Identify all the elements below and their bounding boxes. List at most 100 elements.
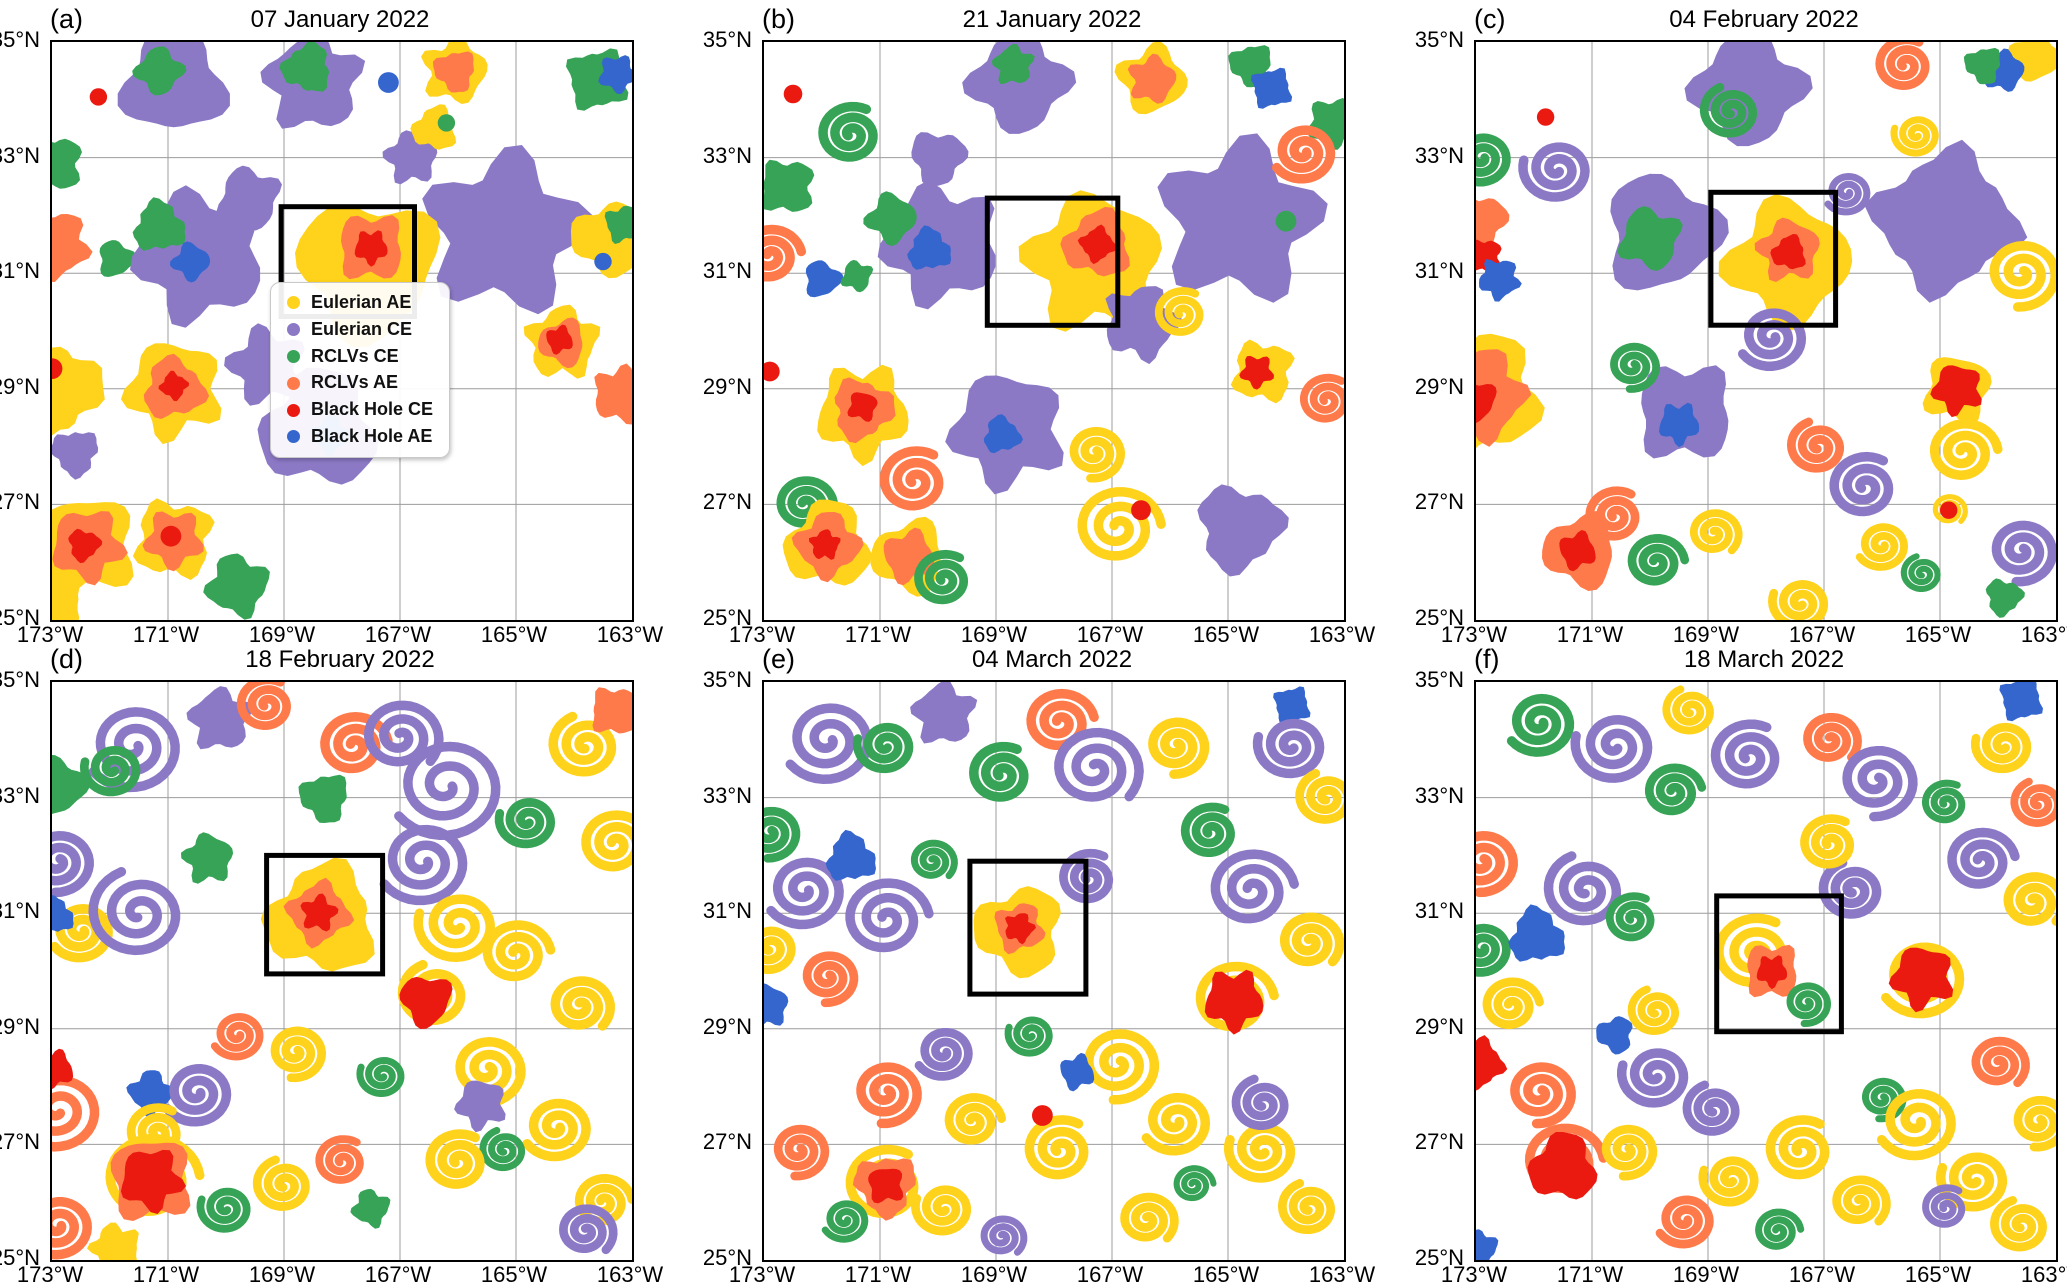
y-tick-label: 27°N [0,1129,40,1155]
panel-c: (c) 04 February 2022 25°N 27°N 29°N 31°N 33°… [1415,4,2067,680]
panel-letter: (e) [762,644,795,674]
legend-item: Eulerian AE [287,292,433,313]
y-tick-label: 25°N [0,605,40,630]
y-tick-label: 31°N [702,258,752,284]
y-tick-label: 29°N [1414,1013,1464,1039]
x-axis: 173°W 171°W 169°W 167°W 165°W 163°W [729,622,1375,648]
x-tick-label: 167°W [364,1262,432,1283]
y-tick-label: 33°N [0,782,40,808]
y-tick-label: 33°N [1414,142,1464,168]
panel-title: 21 January 2022 [962,6,1142,33]
y-tick-label: 27°N [0,489,40,515]
y-axis: 25°N 27°N 29°N 31°N 33°N 35°N [684,667,756,1270]
panel-letter: (b) [762,4,795,34]
y-tick-label: 31°N [1414,258,1464,284]
y-axis: 25°N 27°N 29°N 31°N 33°N 35°N [0,27,44,630]
x-tick-label: 173°W [728,622,796,647]
panel-title: 18 February 2022 [245,646,435,673]
x-tick-label: 165°W [1904,1262,1972,1283]
y-tick-label: 35°N [0,27,40,52]
legend-marker-rclvs-ae [287,376,300,390]
x-axis: 173°W 171°W 169°W 167°W 165°W 163°W [729,1262,1375,1283]
y-tick-label: 27°N [1414,489,1464,515]
x-tick-label: 169°W [248,622,316,647]
y-tick-label: 25°N [1414,1245,1464,1270]
y-tick-label: 31°N [0,258,40,284]
x-tick-label: 169°W [960,1262,1028,1283]
x-tick-label: 167°W [1788,1262,1856,1283]
map-plot [50,680,634,1262]
y-tick-label: 25°N [0,1245,40,1270]
eddy-field [1476,42,2056,620]
y-tick-label: 27°N [702,489,752,515]
eddy-field [52,682,632,1260]
legend-label: Black Hole AE [311,425,433,446]
y-tick-label: 35°N [1414,667,1464,692]
panel-title: 07 January 2022 [250,6,430,33]
map-plot [762,40,1346,622]
y-tick-label: 29°N [1414,373,1464,399]
legend-marker-blackhole-ae [287,430,300,444]
legend-item: Black Hole CE [287,399,434,420]
legend-marker-eulerian-ce [287,323,300,337]
y-tick-label: 25°N [702,605,752,630]
x-tick-label: 165°W [1192,1262,1260,1283]
panel-letter: (c) [1474,4,1506,34]
legend-marker-blackhole-ce [287,403,300,417]
panel-e: (e) 04 March 2022 25°N 27°N 29°N 31°N 33°N 35… [703,644,1402,1283]
x-axis: 173°W 171°W 169°W 167°W 165°W 163°W [1441,1262,2067,1283]
panel-title: 04 March 2022 [971,646,1133,673]
legend-marker-rclvs-ce [287,349,300,363]
x-axis: 173°W 171°W 169°W 167°W 165°W 163°W [1441,622,2067,648]
legend-label: Black Hole CE [311,399,434,420]
y-tick-label: 25°N [702,1245,752,1270]
x-tick-label: 165°W [1904,622,1972,647]
legend-label: RCLVs CE [311,345,399,366]
panel-title: 18 March 2022 [1683,646,1845,673]
y-tick-label: 31°N [1414,898,1464,924]
panel-b: (b) 21 January 2022 25°N 27°N 29°N 31°N 33°N… [703,4,1402,680]
map-plot [1474,40,2058,622]
map-plot: Eulerian AE Eulerian CE RCLVs CE RCLVs A… [50,40,634,622]
x-tick-label: 165°W [1192,622,1260,647]
panel-a: (a) 07 January 2022 Eulerian AE Eulerian… [0,4,690,680]
y-axis: 25°N 27°N 29°N 31°N 33°N 35°N [1396,27,1468,630]
panel-letter: (f) [1474,644,1500,674]
x-tick-label: 171°W [132,622,200,647]
x-tick-label: 167°W [1076,622,1144,647]
x-tick-label: 163°W [2020,1262,2067,1283]
x-tick-label: 173°W [16,622,84,647]
x-tick-label: 171°W [132,1262,200,1283]
x-tick-label: 163°W [596,622,664,647]
y-tick-label: 27°N [1414,1129,1464,1155]
legend-label: Eulerian CE [311,318,413,339]
y-tick-label: 33°N [702,142,752,168]
x-axis: 173°W 171°W 169°W 167°W 165°W 163°W [17,622,663,648]
y-tick-label: 35°N [1414,27,1464,52]
x-tick-label: 173°W [728,1262,796,1283]
x-tick-label: 173°W [16,1262,84,1283]
y-axis: 25°N 27°N 29°N 31°N 33°N 35°N [684,27,756,630]
x-tick-label: 165°W [480,1262,548,1283]
x-tick-label: 169°W [1672,1262,1740,1283]
panel-letter: (d) [50,644,83,674]
x-tick-label: 169°W [960,622,1028,647]
x-tick-label: 173°W [1440,622,1508,647]
x-tick-label: 163°W [2020,622,2067,647]
panel-d: (d) 18 February 2022 25°N 27°N 29°N 31°N 33°… [0,644,690,1283]
legend-item: Black Hole AE [287,425,433,447]
y-tick-label: 35°N [702,27,752,52]
legend-item: RCLVs AE [287,373,433,393]
eddy-field [1476,682,2056,1260]
eddy-field [764,42,1344,620]
x-tick-label: 169°W [1672,622,1740,647]
y-tick-label: 33°N [702,782,752,808]
panel-letter: (a) [50,4,83,34]
map-plot [762,680,1346,1262]
legend-label: Eulerian AE [311,292,412,312]
legend-marker-eulerian-ae [287,296,300,310]
y-tick-label: 33°N [1414,782,1464,808]
y-tick-label: 29°N [0,373,40,399]
panel-f: (f) 18 March 2022 25°N 27°N 29°N 31°N 33°N 35… [1415,644,2067,1283]
